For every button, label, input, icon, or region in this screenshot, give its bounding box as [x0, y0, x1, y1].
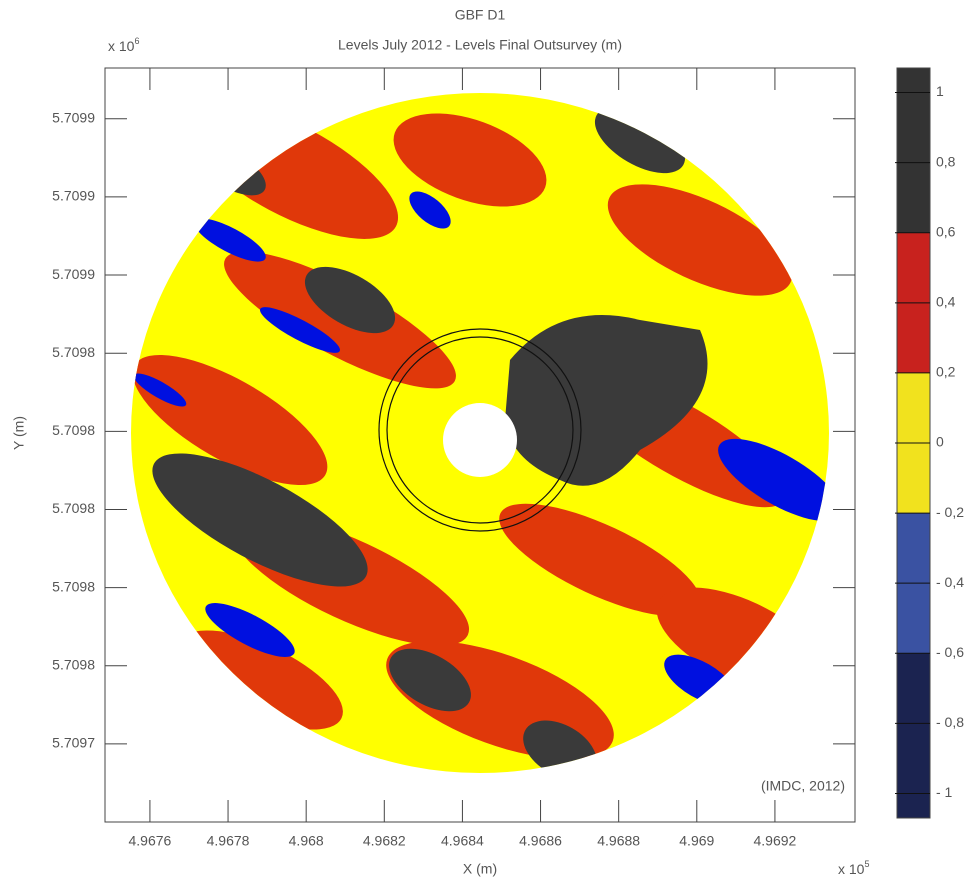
- x-tick-label: 4.9682: [363, 833, 406, 849]
- patch: [152, 453, 368, 587]
- colorbar-tick-label: - 1: [936, 784, 953, 800]
- x-tick-label: 4.969: [679, 833, 714, 849]
- patch: [607, 184, 793, 296]
- patch: [505, 315, 708, 486]
- colorbar-tick-label: - 0,4: [936, 574, 964, 590]
- y-tick-label: 5.7098: [52, 656, 95, 672]
- patch: [393, 113, 547, 207]
- colorbar-tick-label: 0,6: [936, 223, 956, 239]
- y-scale-text: x 10: [108, 38, 135, 54]
- colorbar-tick-label: 0,2: [936, 364, 956, 380]
- patch: [304, 266, 396, 334]
- patch: [194, 218, 266, 262]
- x-scale-text: x 10: [838, 861, 865, 877]
- ring-inner: [386, 336, 574, 524]
- y-axis-label: Y (m): [11, 416, 27, 450]
- colorbar-tick-label: 0,8: [936, 153, 956, 169]
- x-tick-label: 4.9678: [207, 833, 250, 849]
- map: [131, 93, 829, 773]
- colorbar-tick-label: - 0,2: [936, 504, 964, 520]
- patch: [205, 603, 295, 657]
- x-tick-label: 4.9684: [441, 833, 484, 849]
- patch: [409, 191, 451, 229]
- chart-title: GBF D1: [455, 7, 506, 23]
- y-scale-exponent: 6: [134, 36, 139, 46]
- patch: [177, 630, 343, 730]
- y-tick-label: 5.7098: [52, 344, 95, 360]
- colorbar-tick-label: 0: [936, 434, 944, 450]
- patch: [389, 648, 471, 712]
- y-tick-label: 5.7098: [52, 500, 95, 516]
- y-tick-label: 5.7098: [52, 422, 95, 438]
- x-tick-label: 4.9686: [519, 833, 562, 849]
- patch: [132, 355, 328, 485]
- x-tick-label: 4.9688: [597, 833, 640, 849]
- y-tick-label: 5.7098: [52, 578, 95, 594]
- axes-frame: [104, 67, 856, 823]
- y-scale: x 106: [108, 36, 139, 53]
- x-tick-label: 4.9676: [129, 833, 172, 849]
- x-tick-label: 4.968: [289, 833, 324, 849]
- y-tick-label: 5.7099: [52, 188, 95, 204]
- annotation: (IMDC, 2012): [761, 778, 845, 794]
- y-tick-label: 5.7099: [52, 266, 95, 282]
- colorbar-band: [897, 653, 930, 818]
- y-tick-label: 5.7099: [52, 109, 95, 125]
- colorbar-tick-label: - 0,6: [936, 644, 964, 660]
- patch: [133, 373, 187, 407]
- patch: [259, 307, 341, 353]
- x-scale: x 105: [838, 859, 869, 876]
- map-blue: [133, 191, 829, 706]
- chart-subtitle: Levels July 2012 - Levels Final Outsurve…: [338, 37, 622, 53]
- patch: [594, 106, 686, 174]
- y-tick-label: 5.7097: [52, 735, 95, 751]
- ring-outer: [378, 328, 582, 532]
- patch: [499, 503, 701, 617]
- colorbar-band: [897, 68, 930, 233]
- colorbar-tick-label: 0,4: [936, 294, 956, 310]
- patch: [718, 438, 829, 522]
- monopile-hole: [443, 403, 517, 477]
- x-tick-label: 4.9692: [754, 833, 797, 849]
- colorbar-tick-label: 1: [936, 83, 944, 99]
- colorbar-tick-label: - 0,8: [936, 714, 964, 730]
- x-axis-label: X (m): [463, 861, 497, 877]
- x-scale-exponent: 5: [864, 859, 869, 869]
